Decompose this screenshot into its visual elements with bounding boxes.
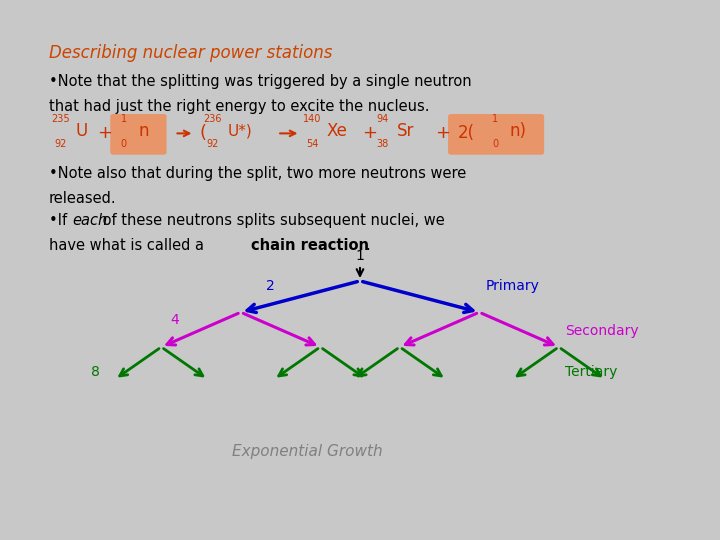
Text: 2(: 2( bbox=[458, 124, 475, 143]
Text: 235: 235 bbox=[51, 114, 70, 124]
Text: 1: 1 bbox=[492, 114, 498, 124]
Text: Sr: Sr bbox=[397, 122, 415, 140]
Text: Describing nuclear power stations: Describing nuclear power stations bbox=[49, 44, 332, 62]
Text: that had just the right energy to excite the nucleus.: that had just the right energy to excite… bbox=[49, 99, 429, 113]
Text: U*): U*) bbox=[228, 124, 252, 138]
Text: 0: 0 bbox=[492, 139, 498, 149]
Text: 94: 94 bbox=[377, 114, 389, 124]
Text: •Note that the splitting was triggered by a single neutron: •Note that the splitting was triggered b… bbox=[49, 74, 472, 89]
Text: Primary: Primary bbox=[486, 279, 540, 293]
Text: 92: 92 bbox=[55, 139, 67, 149]
Text: 4: 4 bbox=[170, 313, 179, 327]
Text: 54: 54 bbox=[306, 139, 318, 149]
Text: of these neutrons splits subsequent nuclei, we: of these neutrons splits subsequent nucl… bbox=[98, 213, 444, 228]
Text: chain reaction: chain reaction bbox=[251, 238, 369, 253]
FancyBboxPatch shape bbox=[110, 114, 166, 155]
Text: 236: 236 bbox=[204, 114, 222, 124]
Text: Secondary: Secondary bbox=[565, 323, 639, 338]
Text: 8: 8 bbox=[91, 365, 99, 379]
Text: Tertiary: Tertiary bbox=[565, 365, 618, 379]
Text: 0: 0 bbox=[120, 139, 127, 149]
Text: •If: •If bbox=[49, 213, 71, 228]
Text: .: . bbox=[365, 238, 370, 253]
Text: 140: 140 bbox=[303, 114, 322, 124]
Text: U: U bbox=[75, 122, 87, 140]
Text: have what is called a: have what is called a bbox=[49, 238, 208, 253]
Text: +: + bbox=[362, 124, 377, 143]
Text: Exponential Growth: Exponential Growth bbox=[232, 444, 382, 459]
Text: n): n) bbox=[510, 122, 527, 140]
Text: 1: 1 bbox=[356, 248, 364, 262]
Text: 38: 38 bbox=[377, 139, 389, 149]
Text: +: + bbox=[436, 124, 450, 143]
Text: •Note also that during the split, two more neutrons were: •Note also that during the split, two mo… bbox=[49, 166, 466, 181]
Text: released.: released. bbox=[49, 191, 117, 206]
Text: 1: 1 bbox=[120, 114, 127, 124]
Text: Xe: Xe bbox=[327, 122, 348, 140]
Text: n: n bbox=[138, 122, 148, 140]
Text: (: ( bbox=[199, 124, 207, 143]
Text: 92: 92 bbox=[207, 139, 219, 149]
Text: 2: 2 bbox=[266, 279, 275, 293]
Text: each: each bbox=[73, 213, 108, 228]
FancyBboxPatch shape bbox=[448, 114, 544, 155]
Text: +: + bbox=[97, 124, 112, 143]
